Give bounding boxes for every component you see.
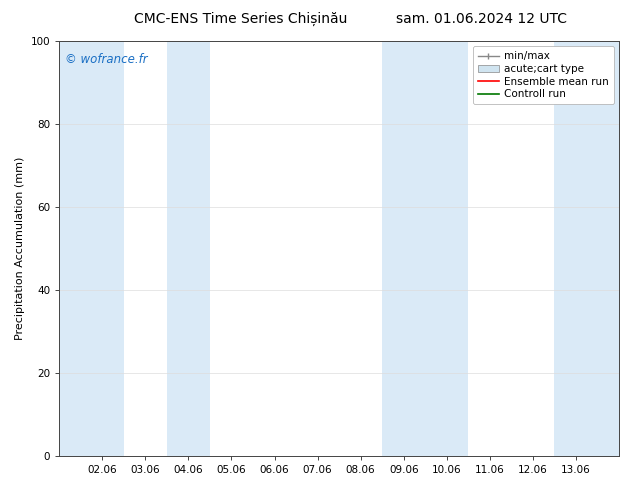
Bar (59, 41, 124, 456)
Bar (425, 41, 469, 456)
Bar (253, 41, 296, 456)
Legend: min/max, acute;cart type, Ensemble mean run, Controll run: min/max, acute;cart type, Ensemble mean … (472, 46, 614, 104)
Bar (210, 41, 253, 456)
Bar (554, 41, 619, 456)
Bar (296, 41, 339, 456)
Text: CMC-ENS Time Series Chișinău: CMC-ENS Time Series Chișinău (134, 12, 347, 26)
Bar (167, 41, 210, 456)
Bar (339, 41, 382, 456)
Text: © wofrance.fr: © wofrance.fr (65, 53, 148, 67)
Bar (512, 41, 554, 456)
Y-axis label: Precipitation Accumulation (mm): Precipitation Accumulation (mm) (15, 157, 25, 340)
Text: sam. 01.06.2024 12 UTC: sam. 01.06.2024 12 UTC (396, 12, 567, 26)
Bar (382, 41, 425, 456)
Bar (469, 41, 512, 456)
Bar (124, 41, 167, 456)
